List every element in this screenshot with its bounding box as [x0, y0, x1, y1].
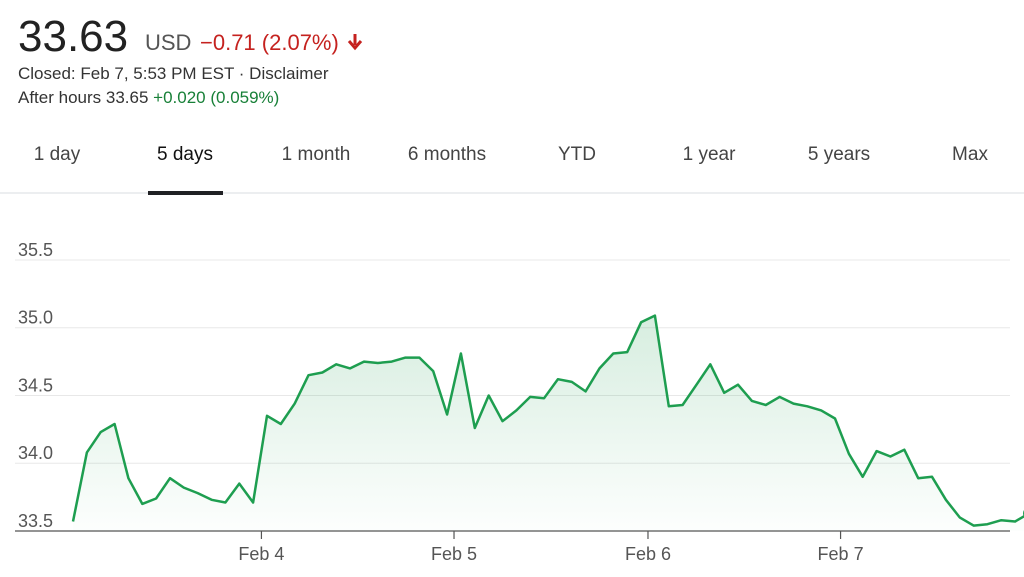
selected-tab-underline	[148, 191, 223, 195]
after-hours: After hours 33.65 +0.020 (0.059%)	[18, 88, 279, 108]
x-tick-label: Feb 5	[431, 544, 477, 564]
range-tab[interactable]: 5 days	[157, 144, 213, 165]
y-tick-label: 34.0	[18, 443, 53, 463]
price-change: −0.71 (2.07%)	[200, 30, 365, 56]
down-arrow	[347, 34, 362, 51]
price: 33.63	[18, 12, 129, 61]
range-tab[interactable]: 1 day	[33, 144, 81, 165]
area-fill	[73, 315, 1024, 531]
y-tick-label: 35.0	[18, 308, 53, 328]
price-line	[71, 314, 1024, 527]
after-hours-label: After hours 33.65	[18, 88, 149, 107]
x-tick-label: Feb 4	[238, 544, 284, 564]
y-tick-label: 34.5	[18, 375, 53, 395]
range-tab[interactable]: 1 year	[682, 144, 736, 165]
range-tab[interactable]: Max	[952, 144, 988, 165]
closed-info: Closed: Feb 7, 5:53 PM EST · Disclaimer	[18, 64, 329, 83]
price-change-text: −0.71 (2.07%)	[200, 30, 339, 55]
x-tick-label: Feb 7	[818, 544, 864, 564]
range-tab[interactable]: 5 years	[807, 144, 871, 165]
y-tick-label: 33.5	[18, 511, 53, 531]
after-hours-change: +0.020 (0.059%)	[153, 88, 280, 107]
x-tick-label: Feb 6	[625, 544, 671, 564]
y-tick-label: 35.5	[18, 240, 53, 260]
range-tab[interactable]: 6 months	[407, 144, 487, 165]
range-tab[interactable]: 1 month	[281, 144, 351, 165]
range-tab[interactable]: YTD	[558, 144, 596, 165]
currency: USD	[145, 30, 192, 55]
